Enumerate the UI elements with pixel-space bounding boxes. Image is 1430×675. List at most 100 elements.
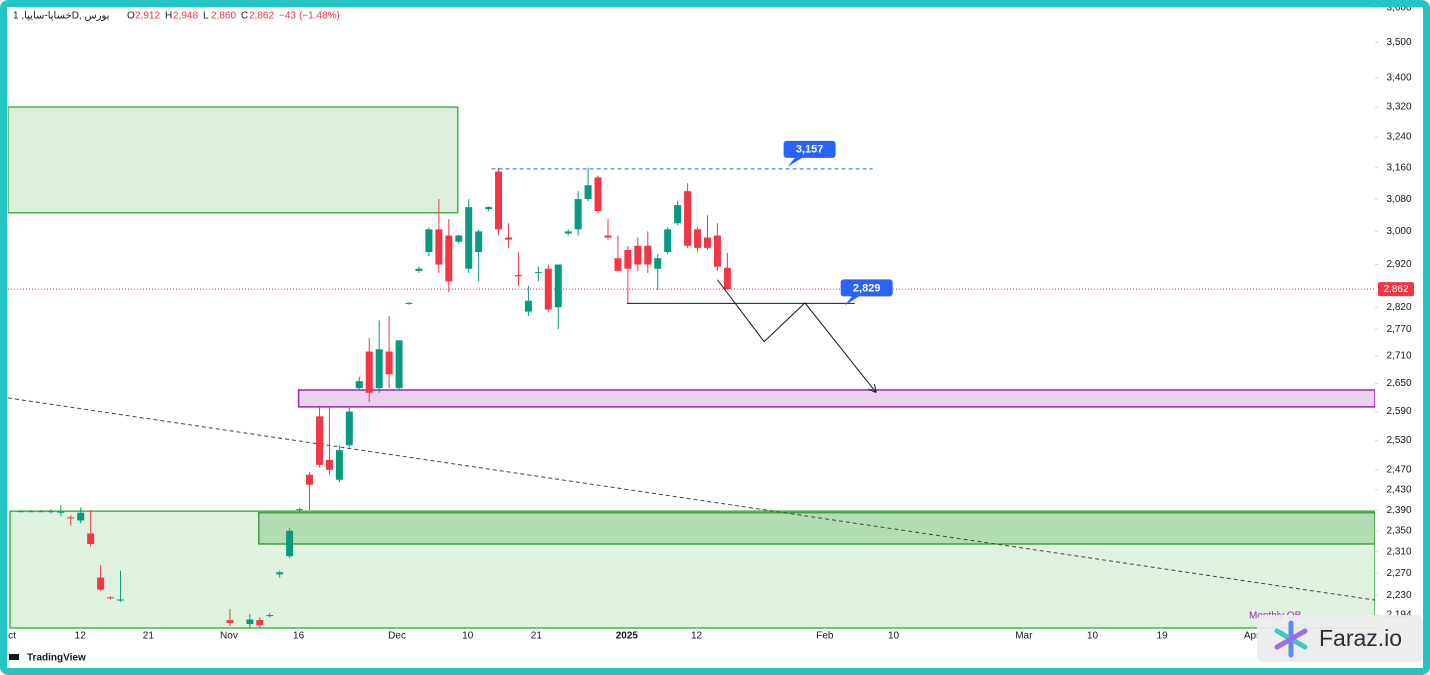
candle-body	[644, 245, 652, 265]
level-label: 3,157	[796, 144, 824, 156]
y-tick-label: 2,590	[1386, 406, 1411, 417]
candle-body	[544, 268, 552, 310]
header-values: O 2,912 H 2,948 L 2,860 C 2,862 −43 (−1.48%)	[127, 11, 340, 22]
brand: TradingView	[27, 653, 86, 664]
header-field-value: 2,948	[173, 11, 198, 22]
x-tick-label: 19	[1157, 631, 1169, 642]
level-label-pointer	[844, 295, 861, 306]
x-tick-label: Feb	[816, 631, 834, 642]
candle-body	[435, 229, 443, 265]
y-tick-label: 3,600	[1386, 7, 1411, 13]
candle-body	[713, 235, 721, 267]
x-tick-label: 16	[293, 631, 305, 642]
y-tick-label: 2,470	[1386, 464, 1411, 475]
candle-body	[355, 381, 363, 389]
x-tick-label: 12	[691, 631, 703, 642]
candle-body	[256, 620, 264, 626]
x-tick-label: 21	[143, 631, 155, 642]
x-tick-label: 2025	[616, 631, 639, 642]
candle-body	[335, 450, 343, 480]
y-tick-label: 3,500	[1386, 37, 1411, 48]
x-tick-label: 21	[531, 631, 543, 642]
zone	[258, 511, 1375, 545]
candle-body	[385, 351, 393, 375]
last-price-box	[1378, 282, 1414, 297]
y-tick-label: 3,000	[1386, 226, 1411, 237]
candle-body	[694, 229, 702, 248]
candle-body	[405, 302, 413, 304]
y-tick-label: 2,270	[1386, 568, 1411, 579]
header-change: −43	[279, 11, 296, 22]
projection-path	[717, 279, 875, 392]
y-tick-label: 2,310	[1386, 547, 1411, 558]
level-label-pointer	[787, 156, 804, 167]
header-symbol: خساپا-سایپا, 1D, بورس	[13, 11, 109, 22]
candle-body	[47, 511, 55, 513]
x-tick-label: 10	[462, 631, 474, 642]
header-field-value: 2,860	[211, 11, 236, 22]
candle-body	[37, 511, 45, 513]
candle-body	[703, 237, 711, 248]
tradingview-logo: TradingView	[9, 653, 86, 664]
header-field-value: 2,912	[135, 11, 160, 22]
chart: 3,157 2,829 3,600 3,500 3,400 3,320 3,240 3,16…	[8, 7, 1414, 664]
candle-body	[107, 597, 115, 599]
candle-body	[634, 245, 642, 265]
candle-body	[306, 474, 314, 485]
candle-body	[495, 171, 503, 230]
candle-body	[624, 249, 632, 269]
y-tick-label: 2,230	[1386, 590, 1411, 601]
plot-area: 3,157 2,829	[8, 106, 1375, 629]
candle-body	[425, 229, 433, 252]
candle-body	[524, 300, 532, 312]
candle-body	[475, 231, 483, 252]
y-tick-label: 2,710	[1386, 351, 1411, 362]
candle-body	[614, 258, 622, 271]
y-tick-label: 3,240	[1386, 132, 1411, 143]
zone	[9, 510, 1375, 629]
y-tick-label: 2,920	[1386, 259, 1411, 270]
zone	[8, 106, 459, 214]
candle-body	[554, 264, 562, 308]
candle-body	[534, 272, 542, 274]
header-field-name: H	[165, 11, 172, 22]
candle-body	[87, 533, 95, 544]
y-tick-label: 2,390	[1386, 505, 1411, 516]
x-tick-label: 10	[1087, 631, 1099, 642]
candle-body	[97, 577, 105, 590]
zone	[297, 389, 1375, 408]
candle-body	[365, 351, 373, 393]
candle-body	[664, 229, 672, 252]
candle-body	[395, 340, 403, 389]
level-label-box	[783, 140, 836, 158]
x-tick-label: Nov	[220, 631, 238, 642]
candle-body	[594, 177, 602, 212]
candle-body	[325, 459, 333, 470]
y-tick-label: 2,350	[1386, 525, 1411, 536]
x-tick-label: 10	[888, 631, 900, 642]
candle-body	[17, 511, 25, 513]
candle-body	[604, 235, 612, 238]
x-tick-label: Mar	[1015, 631, 1033, 642]
candle-body	[117, 599, 125, 601]
watermark-icon	[1274, 620, 1308, 657]
candle-body	[455, 235, 463, 242]
level-label-box	[840, 279, 893, 297]
x-tick-label: Apr	[1244, 631, 1260, 642]
x-tick-label: 12	[75, 631, 87, 642]
watermark-text: Faraz.io	[1319, 625, 1403, 651]
candle-body	[654, 258, 662, 269]
candle-body	[246, 619, 254, 625]
x-tick-label: ct	[8, 631, 16, 642]
watermark: Faraz.io	[1257, 615, 1423, 662]
candle-body	[27, 511, 35, 513]
header-field-name: C	[241, 11, 248, 22]
level-label: 2,829	[853, 282, 881, 294]
header-field-value: 2,862	[249, 11, 274, 22]
candle-body	[296, 509, 304, 511]
last-price-label: 2,862	[1383, 284, 1408, 295]
candle-body	[465, 207, 473, 269]
y-tick-label: 2,770	[1386, 324, 1411, 335]
y-tick-label: 3,160	[1386, 162, 1411, 173]
